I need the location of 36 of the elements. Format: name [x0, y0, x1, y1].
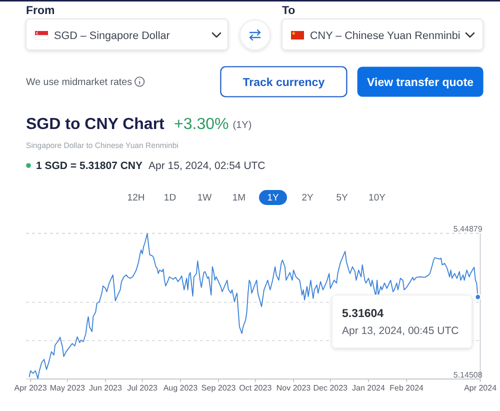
text: 1Y — [267, 192, 280, 204]
text: 1M — [232, 192, 246, 204]
chart-title: SGD to CNY Chart — [26, 116, 166, 133]
text: Apr 15, 2024, 02:54 UTC — [148, 160, 266, 172]
x-tick-label: Jun 2023 — [89, 384, 122, 393]
x-tick-label: Oct 2023 — [239, 384, 272, 393]
text: View transfer quote — [367, 77, 474, 89]
x-tick-label: May 2023 — [50, 384, 86, 393]
y-tick-label: 5.44879 — [453, 224, 483, 234]
annotation: 5.31604 — [342, 308, 384, 320]
x-tick-label: Jul 2023 — [127, 384, 158, 393]
text: (1Y) — [232, 120, 252, 131]
text: +3.30% — [174, 116, 229, 133]
y-tick-label: 5.14508 — [453, 370, 483, 380]
text: CNY – Chinese Yuan Renminbi — [310, 30, 460, 42]
text: 12H — [127, 192, 145, 204]
text: 2Y — [302, 192, 314, 204]
text: 1 SGD = 5.31807 CNY — [36, 160, 143, 172]
x-tick-label: Nov 2023 — [276, 384, 312, 393]
text: 10Y — [368, 192, 386, 204]
x-tick-label: Apr 2024 — [464, 384, 498, 393]
annotation: Apr 13, 2024, 00:45 UTC — [342, 325, 460, 337]
text: Track currency — [242, 77, 326, 89]
text: 1D — [164, 192, 176, 204]
text: We use midmarket rates — [26, 77, 132, 88]
text: 1W — [197, 192, 212, 204]
text: To — [282, 5, 296, 17]
x-tick-label: Sep 2023 — [201, 384, 236, 393]
x-tick-label: Apr 2023 — [14, 384, 48, 393]
text: SGD – Singapore Dollar — [54, 30, 170, 42]
x-tick-label: Aug 2023 — [163, 384, 198, 393]
text: From — [26, 5, 55, 17]
text: 5Y — [336, 192, 348, 204]
x-tick-label: Dec 2023 — [313, 384, 348, 393]
x-tick-label: Feb 2024 — [390, 384, 424, 393]
x-tick-label: Jan 2024 — [352, 384, 386, 393]
